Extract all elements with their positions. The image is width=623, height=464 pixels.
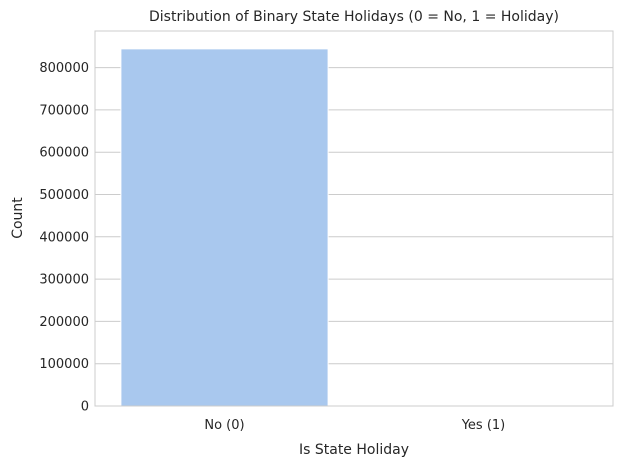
x-tick-label: No (0) — [204, 418, 244, 433]
x-tick-label: Yes (1) — [461, 418, 506, 433]
y-tick-label: 800000 — [39, 61, 89, 76]
bar-no — [120, 48, 329, 407]
y-axis-label: Count — [10, 197, 26, 239]
y-tick-label: 0 — [81, 400, 89, 415]
y-tick-label: 200000 — [39, 315, 89, 330]
y-tick-label: 700000 — [39, 103, 89, 118]
y-tick-label: 300000 — [39, 273, 89, 288]
chart-title: Distribution of Binary State Holidays (0… — [149, 9, 559, 25]
bars — [120, 48, 329, 407]
x-tick-labels: No (0) Yes (1) — [204, 418, 505, 433]
y-tick-label: 100000 — [39, 357, 89, 372]
x-axis-label: Is State Holiday — [299, 442, 409, 458]
y-tick-labels: 0 100000 200000 300000 400000 500000 600000 700… — [39, 61, 89, 414]
y-tick-label: 400000 — [39, 230, 89, 245]
y-tick-label: 500000 — [39, 188, 89, 203]
y-tick-label: 600000 — [39, 146, 89, 161]
plot-frame — [94, 30, 614, 407]
